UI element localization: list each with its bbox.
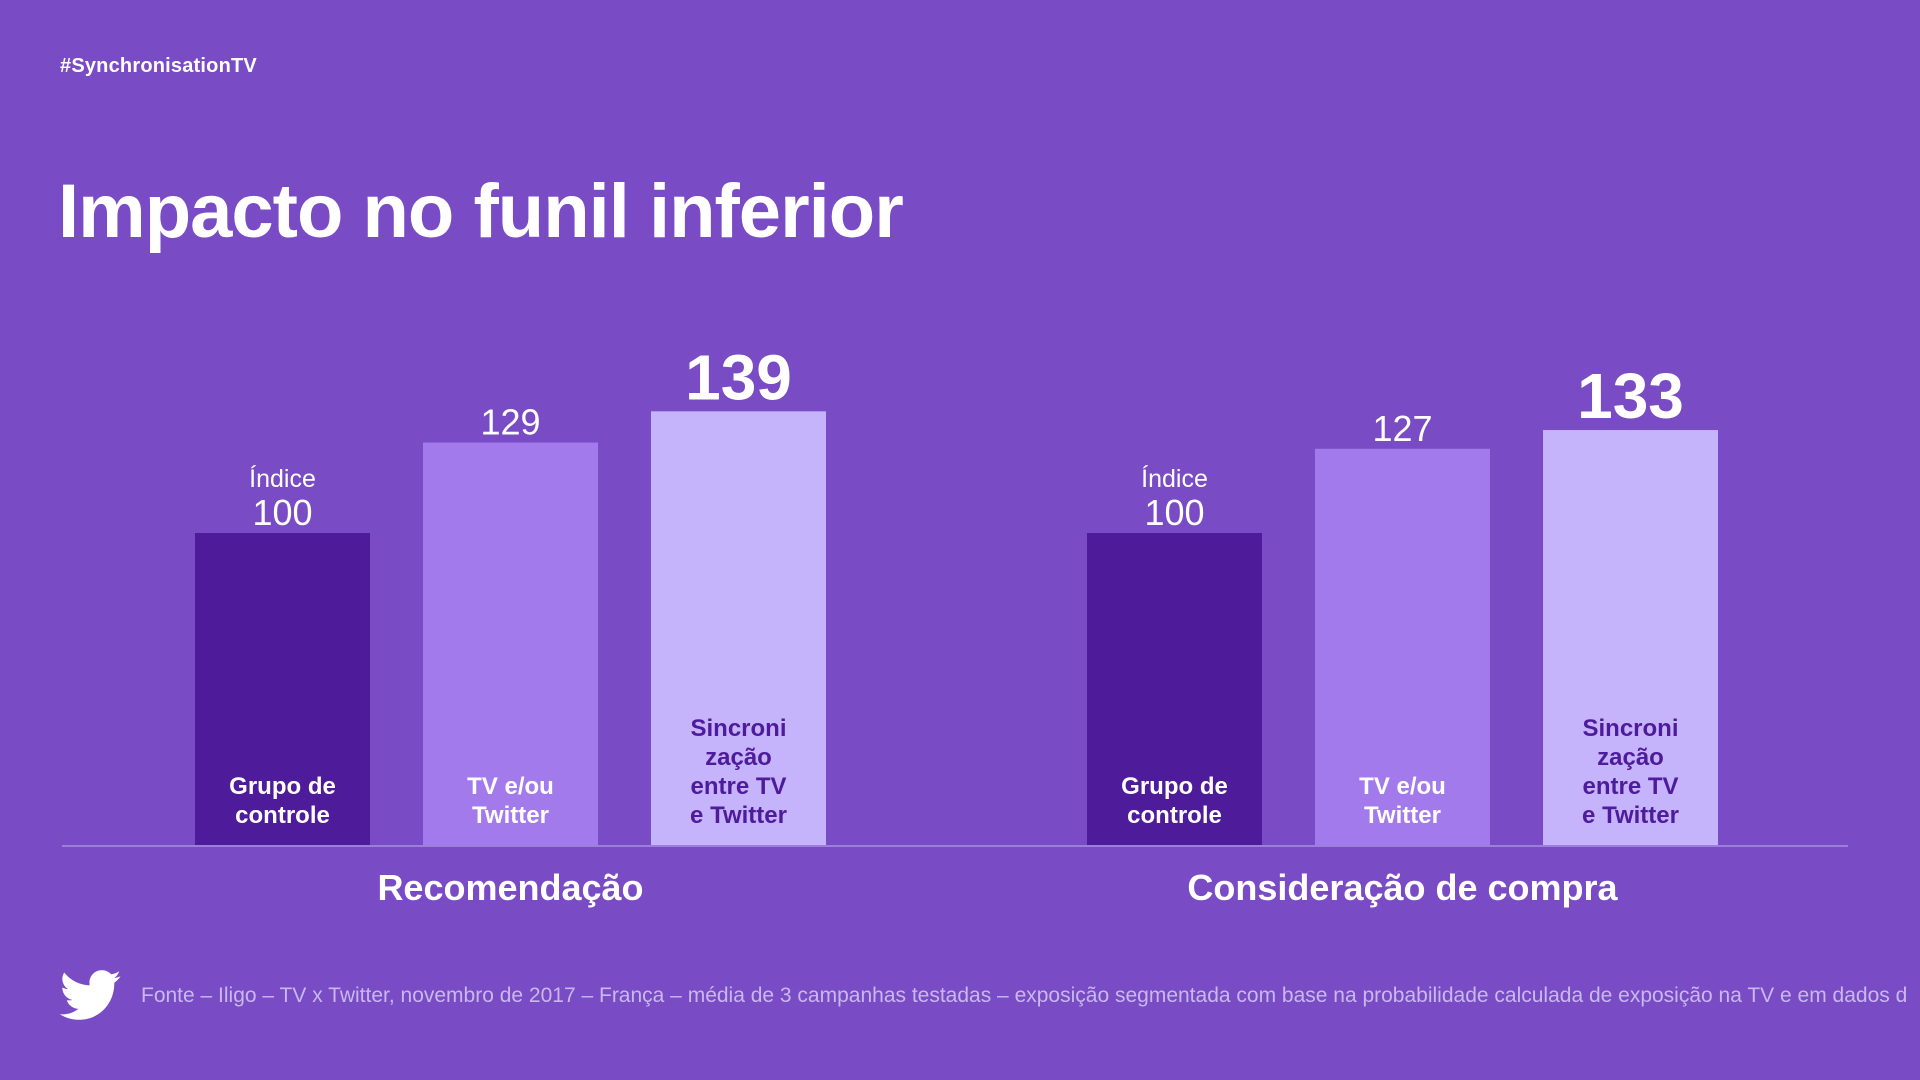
group-label: Consideração de compra — [1187, 867, 1618, 908]
value-label: 100 — [1144, 492, 1204, 533]
category-label: Twitter — [1364, 802, 1441, 829]
source-footnote: Fonte – Iligo – TV x Twitter, novembro d… — [141, 984, 1908, 1007]
bar — [651, 411, 826, 845]
category-label: Grupo de — [1121, 773, 1228, 800]
bar — [1087, 533, 1262, 845]
value-label: 139 — [685, 341, 792, 413]
category-label: entre TV — [1582, 773, 1678, 800]
category-label: controle — [235, 802, 330, 829]
category-label: Twitter — [472, 802, 549, 829]
bar — [423, 442, 598, 845]
hashtag-label: #SynchronisationTV — [60, 55, 257, 77]
category-label: e Twitter — [690, 802, 787, 829]
twitter-bird-icon — [60, 970, 121, 1020]
value-label: 129 — [480, 402, 540, 443]
value-label: 100 — [252, 492, 312, 533]
category-label: entre TV — [690, 773, 786, 800]
bar — [1315, 448, 1490, 845]
category-label: e Twitter — [1582, 802, 1679, 829]
category-label: TV e/ou — [1359, 773, 1446, 800]
value-label: 127 — [1372, 408, 1432, 449]
category-label: Grupo de — [229, 773, 336, 800]
category-label: zação — [1597, 744, 1664, 771]
category-label: TV e/ou — [467, 773, 554, 800]
category-label: Sincroni — [690, 715, 786, 742]
page-title: Impacto no funil inferior — [58, 169, 904, 254]
bar — [1543, 430, 1718, 845]
category-label: controle — [1127, 802, 1222, 829]
bar — [195, 533, 370, 845]
category-label: Sincroni — [1582, 715, 1678, 742]
index-label: Índice — [249, 464, 316, 493]
category-label: zação — [705, 744, 772, 771]
group-label: Recomendação — [377, 867, 643, 908]
index-label: Índice — [1141, 464, 1208, 493]
value-label: 133 — [1577, 360, 1684, 432]
